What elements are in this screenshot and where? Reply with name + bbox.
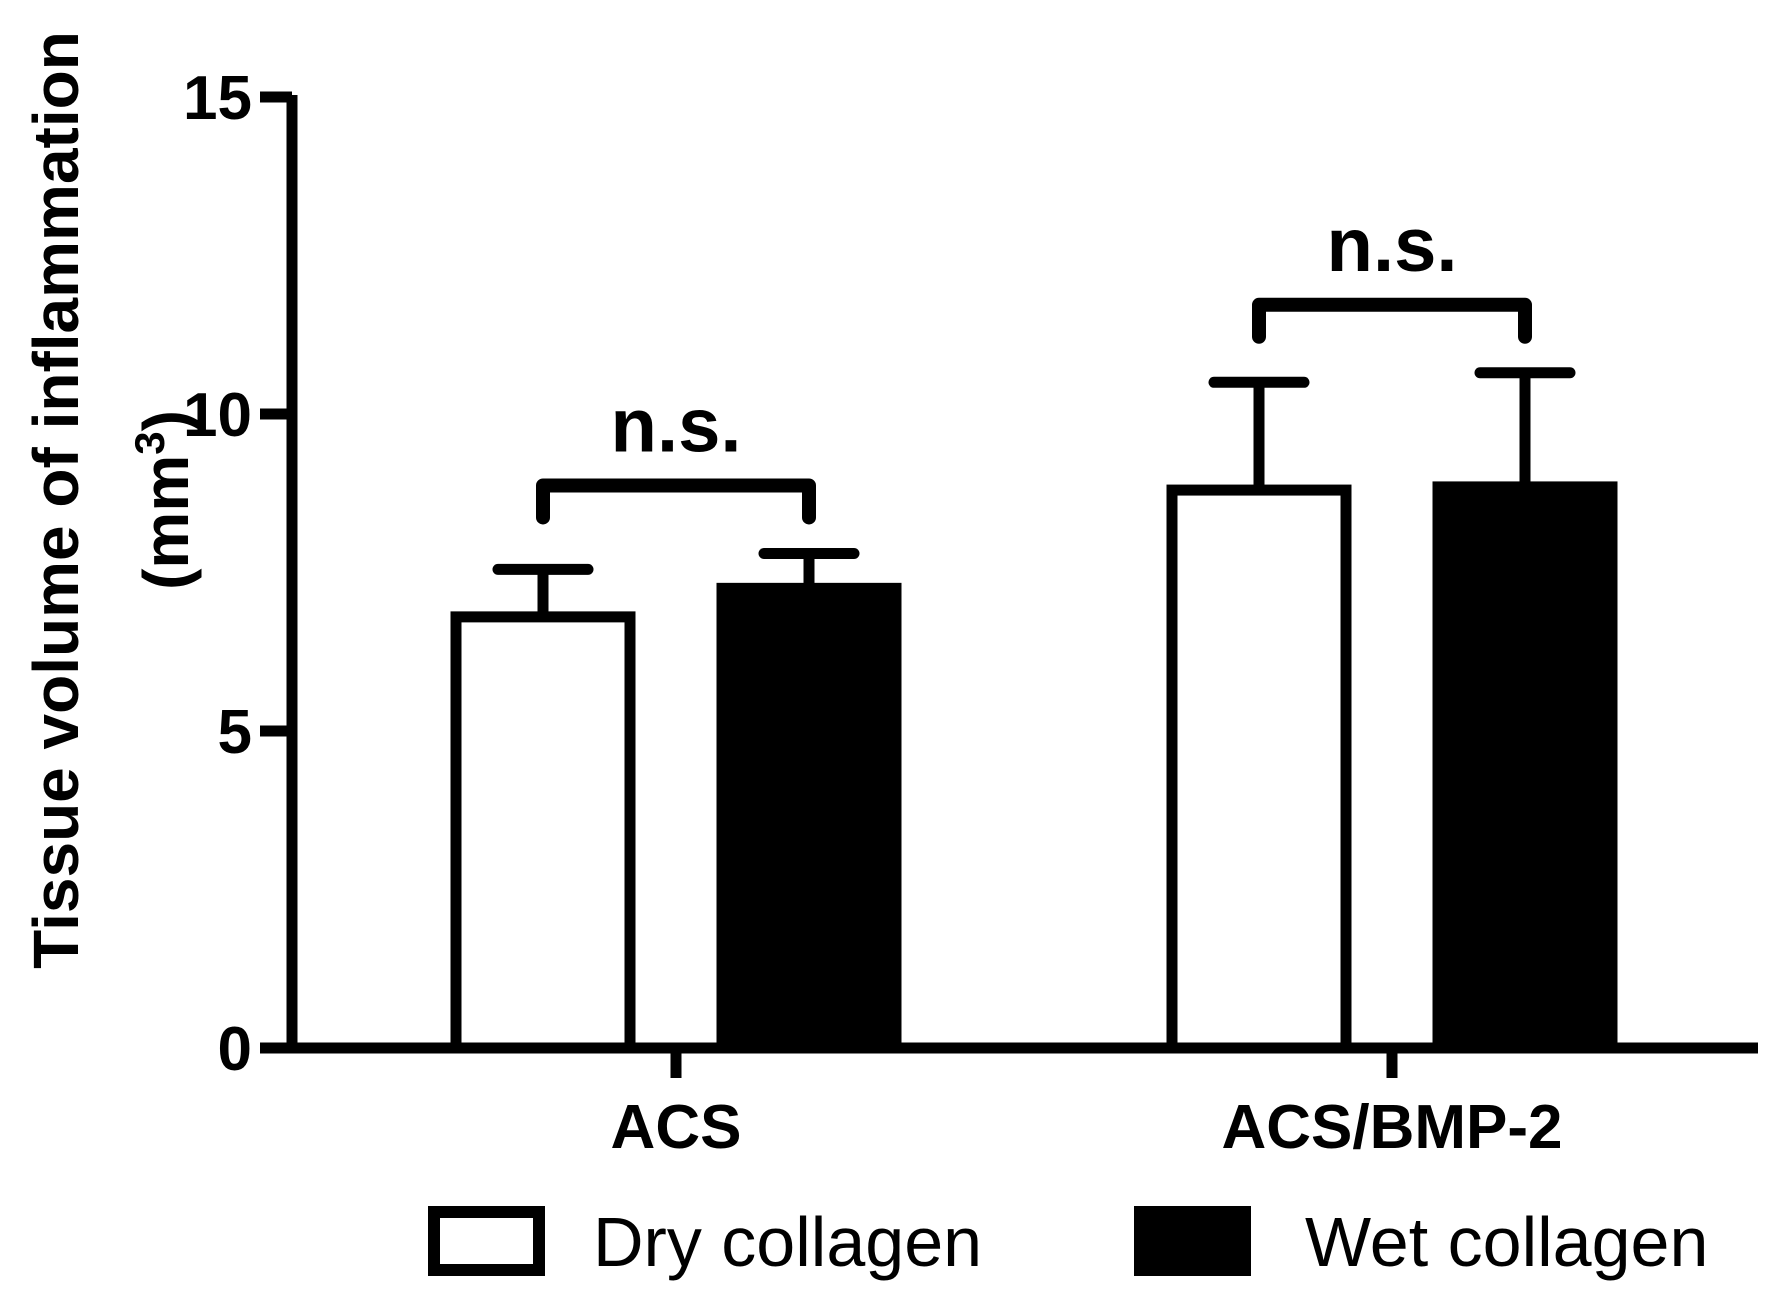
- bar: [716, 582, 902, 1054]
- significance-bracket: [1252, 297, 1532, 344]
- y-axis-label: Tissue volume of inflammation: [20, 31, 92, 969]
- bar: [1432, 481, 1618, 1054]
- y-tick-label: 5: [218, 698, 252, 767]
- y-tick-label: 10: [183, 381, 252, 450]
- y-axis-unit-superscript: 3: [126, 431, 173, 454]
- bar: [1166, 484, 1352, 1054]
- significance-label: n.s.: [611, 383, 742, 468]
- bars: [450, 367, 1618, 1054]
- legend-swatch: [428, 1206, 545, 1276]
- bar: [450, 611, 636, 1054]
- y-axis-label-unit: (mm3): [126, 410, 202, 590]
- x-tick-label: ACS/BMP-2: [1221, 1093, 1562, 1162]
- x-tick-label: ACS: [611, 1093, 742, 1162]
- y-tick-label: 15: [183, 64, 252, 133]
- significance-label: n.s.: [1327, 203, 1458, 288]
- legend: Dry collagen Wet collagen: [428, 1203, 1708, 1281]
- significance-bracket: [536, 478, 816, 525]
- legend-swatch: [1134, 1206, 1251, 1276]
- legend-label: Wet collagen: [1305, 1203, 1708, 1281]
- y-axis-unit-close: ): [130, 410, 202, 431]
- significance-brackets: n.s. n.s.: [536, 203, 1532, 525]
- y-tick-label: 0: [218, 1015, 252, 1084]
- y-axis-unit-main: (mm: [130, 455, 202, 590]
- legend-label: Dry collagen: [593, 1203, 982, 1281]
